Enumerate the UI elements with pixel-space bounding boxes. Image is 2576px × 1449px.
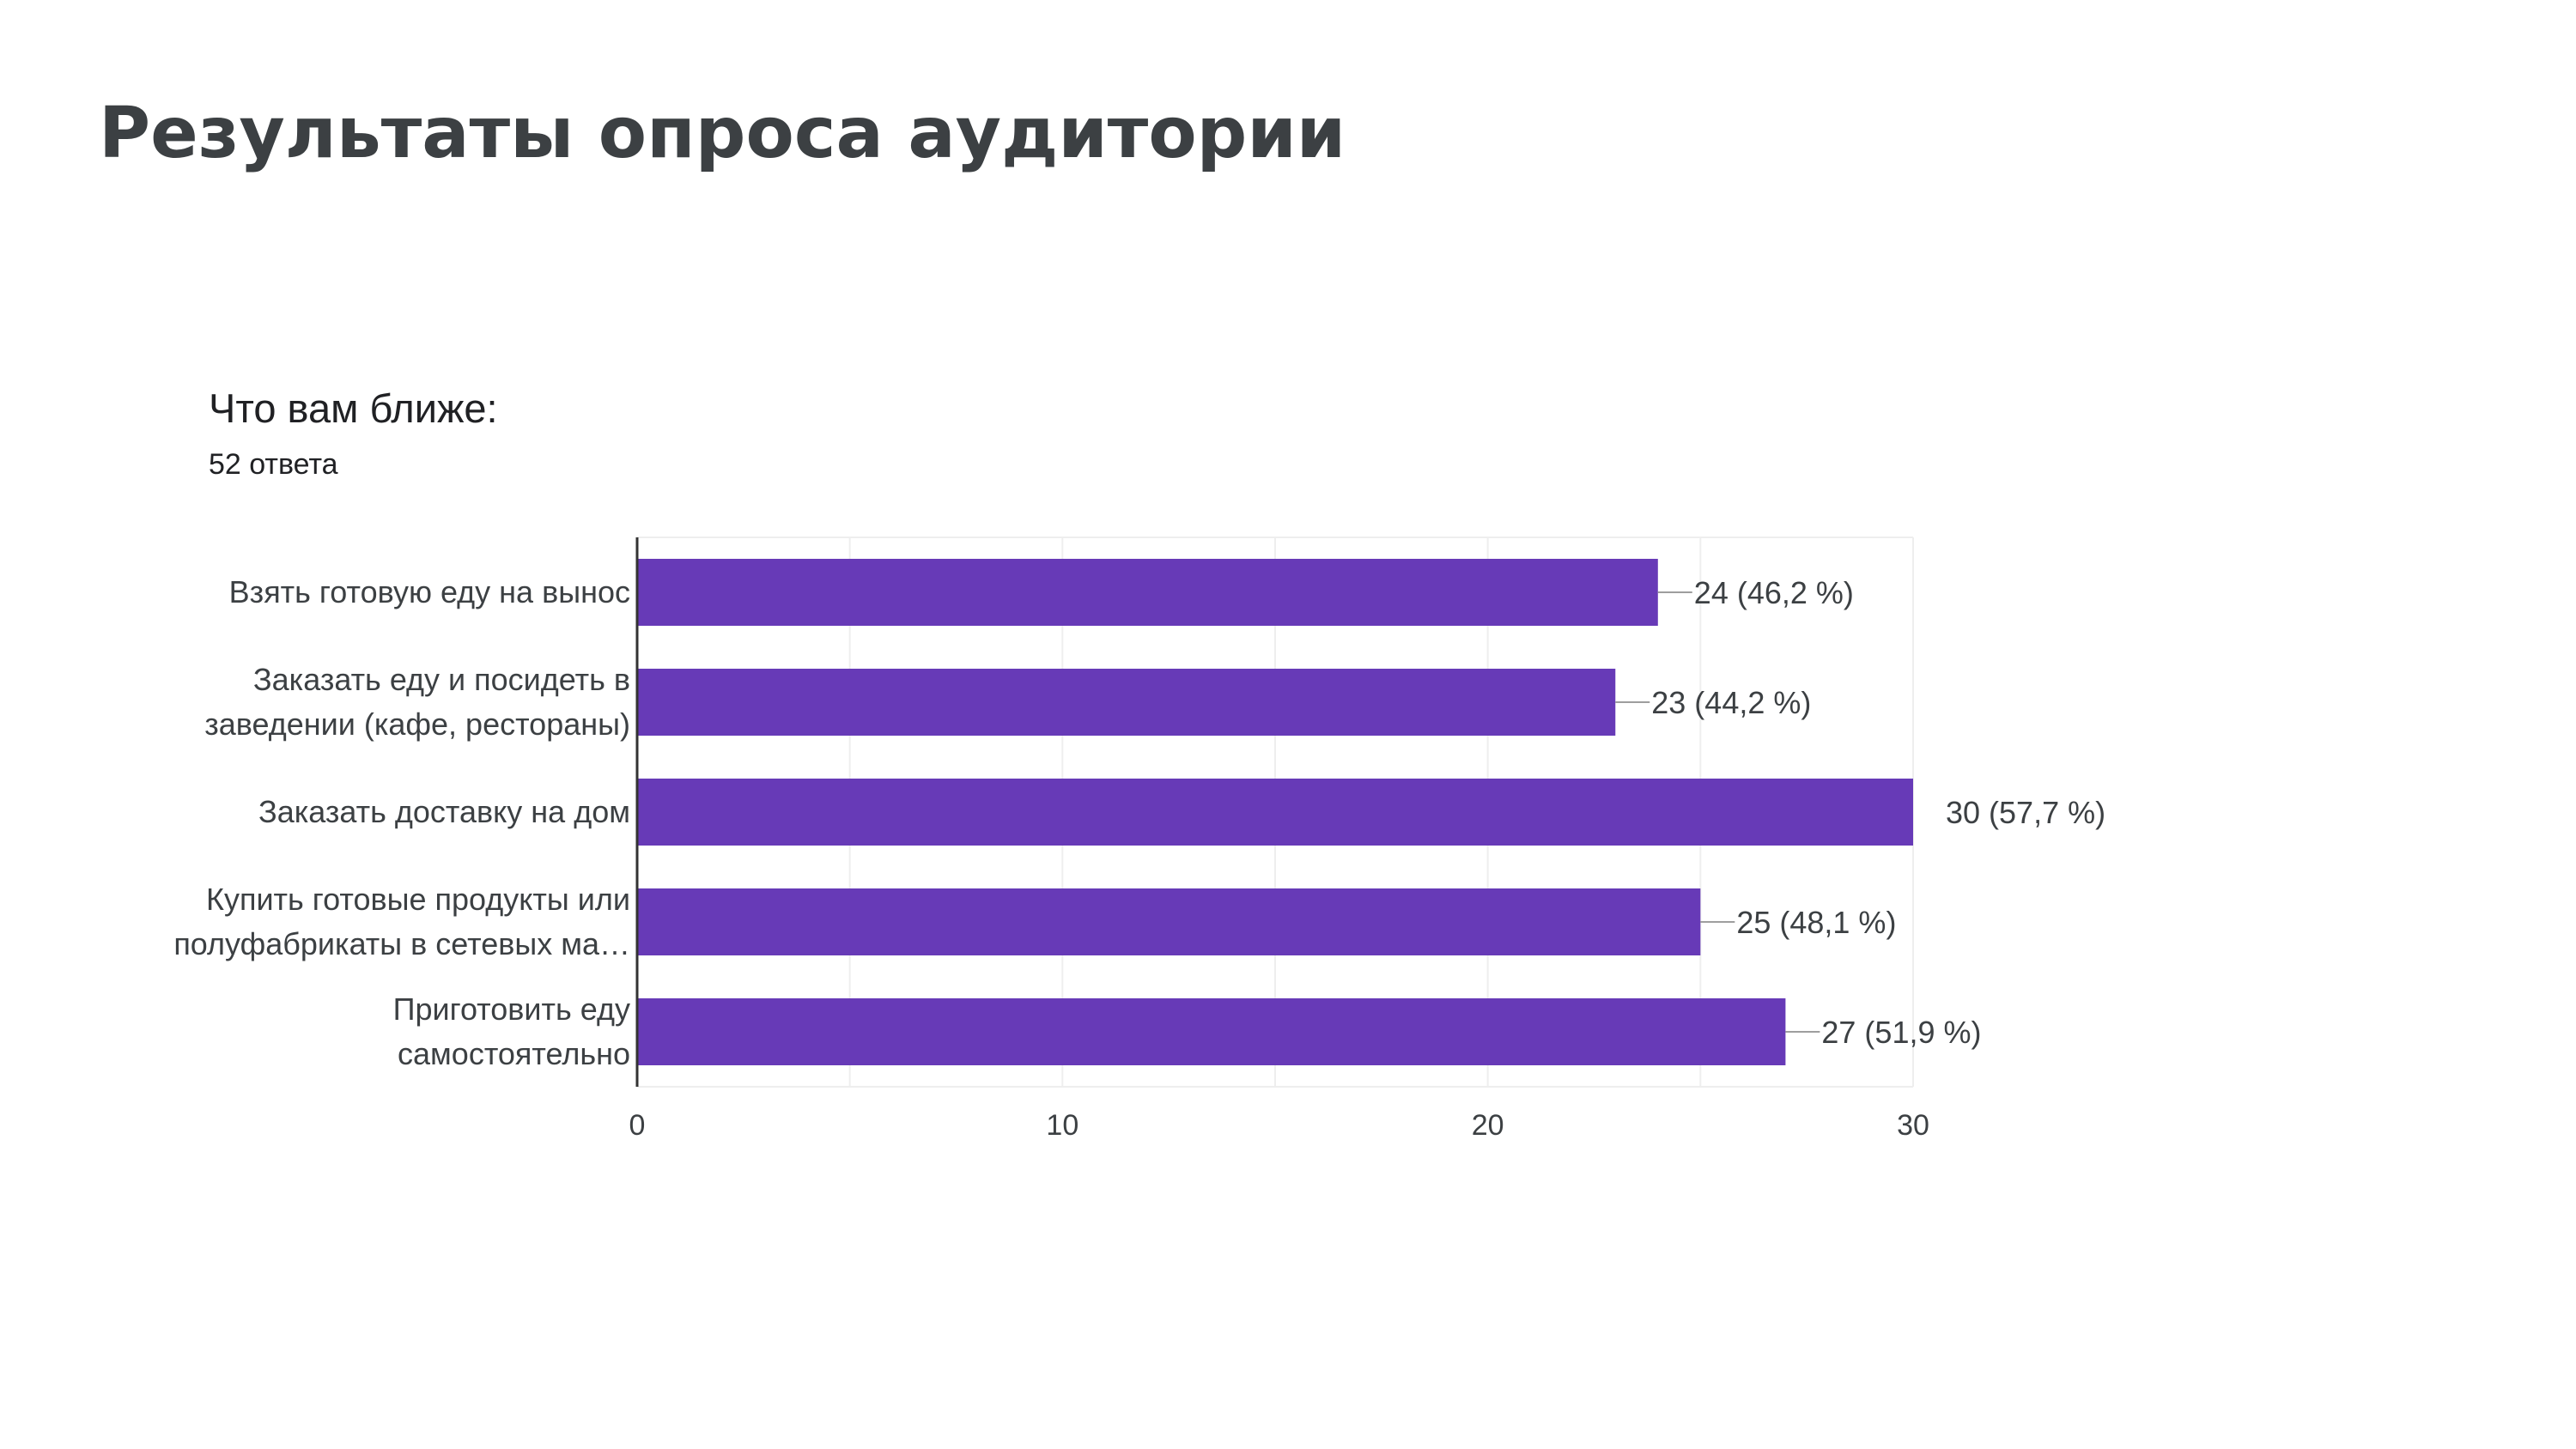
- question-title: Что вам ближе:: [209, 385, 498, 431]
- category-label: Купить готовые продукты или: [206, 882, 630, 917]
- data-label: 23 (44,2 %): [1651, 685, 1811, 720]
- category-label: Заказать еду и посидеть в: [253, 662, 630, 697]
- x-tick-label: 30: [1897, 1109, 1929, 1142]
- data-label: 30 (57,7 %): [1946, 795, 2105, 830]
- category-label: Заказать доставку на дом: [258, 794, 630, 829]
- data-label: 27 (51,9 %): [1821, 1015, 1981, 1050]
- data-label: 25 (48,1 %): [1736, 905, 1896, 940]
- bar: [637, 669, 1616, 736]
- category-label: самостоятельно: [398, 1036, 630, 1071]
- response-count: 52 ответа: [209, 448, 338, 481]
- category-label: Взять готовую еду на вынос: [229, 574, 630, 609]
- x-tick-label: 20: [1472, 1109, 1504, 1142]
- x-tick-label: 0: [629, 1109, 646, 1142]
- bar: [637, 559, 1658, 626]
- category-label: Приготовить еду: [393, 991, 630, 1027]
- bar: [637, 779, 1913, 846]
- category-label: полуфабрикаты в сетевых ма…: [173, 926, 630, 961]
- category-label: заведении (кафе, рестораны): [204, 706, 630, 742]
- slide-title: Результаты опроса аудитории: [99, 93, 1346, 174]
- bar: [637, 998, 1786, 1065]
- bar: [637, 888, 1701, 955]
- data-label: 24 (46,2 %): [1694, 575, 1854, 610]
- x-tick-label: 10: [1046, 1109, 1078, 1142]
